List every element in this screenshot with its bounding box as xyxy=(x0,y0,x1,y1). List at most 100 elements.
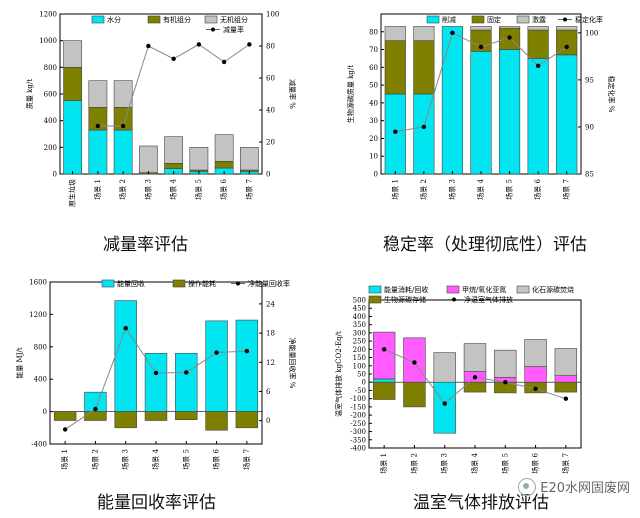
x-tick-label: 场景 7 xyxy=(562,179,571,200)
legend-swatch xyxy=(101,279,115,288)
legend-label: 净温室气体排放 xyxy=(464,295,513,304)
legend-swatch xyxy=(368,295,382,304)
y-axis-label: 生物源碳质量 kg/t xyxy=(346,65,355,123)
y-tick-label: 0 xyxy=(362,379,366,387)
bar-segment xyxy=(384,93,406,175)
reduction-rate-chart: 0 200 400 600 800 1000 1200 质量 kg/t 0 20 40 60 80 100… xyxy=(25,11,297,208)
line-point xyxy=(214,350,219,355)
bar-segment xyxy=(138,145,158,173)
bar-segment xyxy=(470,26,492,31)
x-tick-label: 场景 1 xyxy=(390,179,399,200)
legend-label: 甲烷/氧化亚氮 xyxy=(462,285,506,294)
y2-tick-label: 80 xyxy=(266,43,275,51)
bar-segment xyxy=(205,411,228,431)
y-tick-label: 30 xyxy=(369,117,378,125)
y2-tick-label: 6 xyxy=(266,388,271,396)
y2-axis-label: 净能量回收率 % xyxy=(288,338,297,389)
bar-segment xyxy=(384,40,406,95)
line-point xyxy=(146,43,151,49)
y2-tick-label: 12 xyxy=(266,359,275,367)
bar-segment xyxy=(413,26,435,41)
bar-segment xyxy=(433,381,456,434)
bar-segment xyxy=(372,381,396,400)
legend-line-marker xyxy=(452,297,456,302)
bar-segment xyxy=(554,375,578,383)
bar-segment xyxy=(113,80,133,108)
x-tick-label: 场景 4 xyxy=(151,448,160,469)
bar-segment xyxy=(524,366,547,383)
x-tick-label: 场景 5 xyxy=(194,179,203,200)
y-tick-label: 50 xyxy=(369,82,378,90)
bar-segment xyxy=(403,337,426,383)
y-tick-label: 150 xyxy=(353,354,366,362)
x-tick-label: 场景 6 xyxy=(212,448,221,469)
legend-swatch xyxy=(204,15,218,24)
line-point xyxy=(478,44,484,50)
line-point xyxy=(184,370,189,375)
x-tick-label: 场景 5 xyxy=(500,453,509,474)
watermark-text: E20水网固废网 xyxy=(540,481,630,496)
bar-segment xyxy=(63,100,83,175)
y-tick-label: 10 xyxy=(369,153,378,161)
bar-segment xyxy=(413,93,435,175)
legend-swatch xyxy=(471,15,485,24)
y-tick-label: 1200 xyxy=(39,11,57,19)
bar-segment xyxy=(164,136,184,164)
x-tick-label: 场景 1 xyxy=(93,179,102,200)
legend-swatch xyxy=(368,285,382,294)
legend-swatch xyxy=(172,279,186,288)
line-point xyxy=(472,375,478,380)
legend-label: 能量消耗/回收 xyxy=(384,285,428,294)
line-point xyxy=(221,59,227,65)
bar-segment xyxy=(235,319,259,412)
energy-recovery-chart: -400 0 400 800 1200 1600 能量 MJ/t 0 6 12 18 24 净能量回收率… xyxy=(15,279,297,470)
bar-segment xyxy=(205,320,228,412)
x-tick-label: 场景 5 xyxy=(505,179,514,200)
y2-tick-label: 40 xyxy=(266,107,275,115)
y-tick-label: 450 xyxy=(353,305,366,313)
x-tick-label: 场景 1 xyxy=(60,449,69,470)
y-tick-label: -400 xyxy=(350,445,366,453)
bar-segment xyxy=(53,411,77,421)
bar-segment xyxy=(498,49,521,175)
y-tick-label: 350 xyxy=(353,321,366,329)
y-tick-label: 40 xyxy=(369,99,378,107)
y-tick-label: 250 xyxy=(353,338,366,346)
bar-segment xyxy=(527,58,549,175)
y-tick-label: 1600 xyxy=(29,279,47,287)
x-tick-label: 场景 6 xyxy=(533,178,542,199)
line-point xyxy=(123,326,128,331)
legend-label: 净能量回收率 xyxy=(248,279,290,288)
y-tick-label: 1200 xyxy=(29,311,47,319)
bar-segment xyxy=(413,40,435,95)
line-point xyxy=(563,396,569,401)
bar-segment xyxy=(214,161,234,169)
bar-segment xyxy=(527,29,549,59)
y-tick-label: 60 xyxy=(369,64,378,72)
x-tick-label: 场景 2 xyxy=(118,179,127,200)
x-tick-label: 场景 3 xyxy=(447,179,456,200)
y2-tick-label: 60 xyxy=(266,75,275,83)
bar-segment xyxy=(239,147,259,171)
y-tick-label: 600 xyxy=(44,91,57,99)
y-tick-label: -200 xyxy=(350,412,366,420)
x-tick-label: 场景 6 xyxy=(531,452,540,473)
bar-segment xyxy=(63,40,83,68)
y-tick-label: -400 xyxy=(31,441,47,449)
legend-line-marker xyxy=(236,281,240,286)
y2-tick-label: 100 xyxy=(585,29,598,37)
caption-reduction: 减量率评估 xyxy=(103,235,188,255)
y-tick-label: 400 xyxy=(353,313,366,321)
bar-segment xyxy=(384,26,406,41)
chart-panel-ghg: -400 -350 -300 -250 -200 -150 -100 -50 0 50 100 150… xyxy=(325,272,640,478)
y-tick-label: 500 xyxy=(353,297,366,305)
bar-segment xyxy=(114,300,137,412)
line-point xyxy=(393,129,398,134)
legend-swatch xyxy=(516,285,530,294)
bar-segment xyxy=(554,348,578,376)
y-tick-label: 80 xyxy=(369,28,378,36)
bar-segment xyxy=(175,352,198,412)
y-axis-label: 温室气体排放 kgCO2-Eq/t xyxy=(334,331,343,417)
x-tick-label: 场景 7 xyxy=(561,453,570,474)
line-point xyxy=(244,348,250,354)
